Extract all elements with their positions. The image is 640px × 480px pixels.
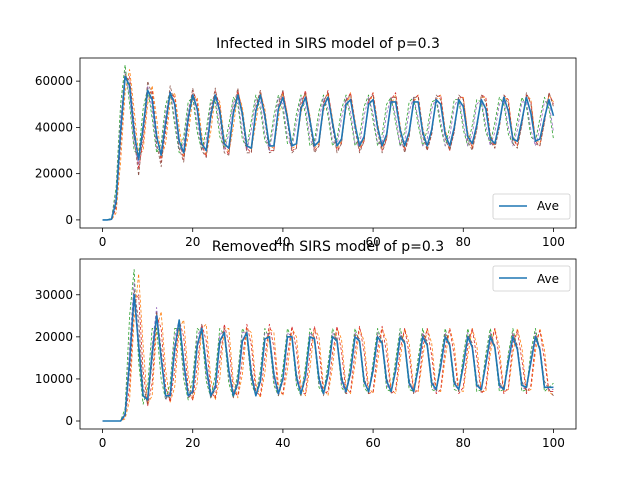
removed-series-run-5-line (102, 290, 554, 422)
infected-x-tick-label: 80 (456, 235, 471, 249)
infected-legend: Ave (492, 193, 571, 220)
removed-chart-panel: Removed in SIRS model of p=0.3 0 20 40 60 80… (35, 239, 577, 450)
infected-series-run-2-line (102, 64, 554, 221)
removed-x-tick-label: 20 (185, 436, 200, 450)
removed-y-tick-label: 0 (65, 414, 73, 428)
removed-legend-label: Ave (537, 272, 559, 286)
removed-y-tick-label: 20000 (35, 330, 73, 344)
removed-legend: Ave (492, 265, 571, 292)
infected-series-ave-line (102, 75, 555, 221)
removed-y-tick-label: 10000 (35, 372, 73, 386)
infected-chart-title: Infected in SIRS model of p=0.3 (216, 36, 440, 52)
infected-legend-box (492, 193, 571, 220)
infected-x-tick-label: 20 (185, 235, 200, 249)
removed-x-tick-label: 0 (99, 436, 107, 450)
infected-x-tick-label: 60 (365, 235, 380, 249)
infected-legend-label: Ave (537, 199, 559, 213)
infected-x-tick-label: 0 (99, 235, 107, 249)
infected-y-tick-label: 60000 (35, 74, 73, 88)
infected-x-tick-label: 40 (275, 235, 290, 249)
infected-series-run-1-line (102, 69, 554, 221)
infected-y-tick-label: 0 (65, 213, 73, 227)
removed-plot-frame (79, 258, 577, 430)
removed-series-run-1-line (102, 273, 554, 422)
removed-series-ave-line (102, 293, 554, 422)
infected-series-layer (102, 64, 555, 221)
infected-series-run-4-line (102, 71, 554, 221)
infected-y-tick-label: 20000 (35, 167, 73, 181)
removed-axes: 0 20 40 60 80 100 0 10000 20000 30000 (35, 288, 565, 450)
infected-plot-frame (79, 57, 577, 229)
infected-axes: 0 20 40 60 80 100 0 20000 40000 60000 (35, 74, 565, 249)
infected-x-tick-label: 100 (542, 235, 565, 249)
removed-legend-box (492, 265, 571, 292)
infected-y-tick-label: 40000 (35, 120, 73, 134)
removed-x-tick-label: 80 (456, 436, 471, 450)
removed-series-run-3-line (102, 294, 554, 422)
removed-x-tick-label: 100 (542, 436, 565, 450)
removed-x-tick-label: 60 (365, 436, 380, 450)
removed-x-tick-label: 40 (275, 436, 290, 450)
infected-chart-panel: Infected in SIRS model of p=0.3 0 20 40 60 8… (35, 36, 577, 249)
removed-y-tick-label: 30000 (35, 288, 73, 302)
removed-series-layer (102, 269, 554, 422)
removed-chart-title: Removed in SIRS model of p=0.3 (212, 239, 444, 255)
